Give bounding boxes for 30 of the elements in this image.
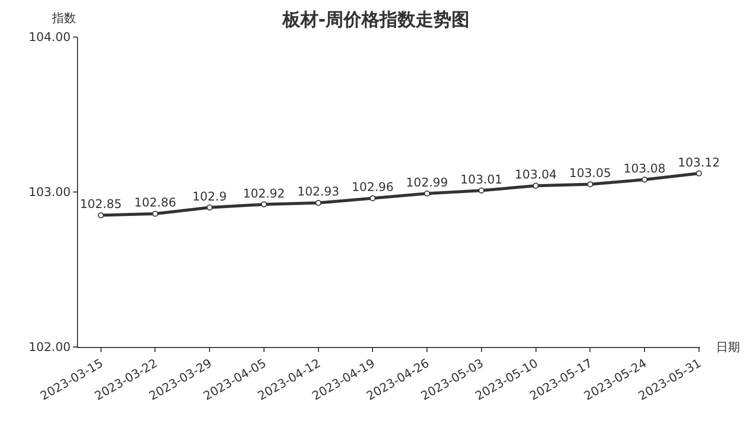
point bbox=[587, 181, 594, 188]
data-label: 102.92 bbox=[242, 186, 285, 200]
point bbox=[478, 187, 484, 194]
y-axis-title: 指数 bbox=[51, 11, 76, 25]
y-tick-label: 103.00 bbox=[28, 185, 71, 200]
point bbox=[642, 176, 648, 183]
data-label: 103.08 bbox=[624, 161, 666, 176]
y-tick-label: 102.00 bbox=[28, 340, 71, 354]
data-label: 102.85 bbox=[80, 197, 122, 212]
x-axis-title: 日期 bbox=[716, 340, 740, 354]
point bbox=[370, 195, 376, 202]
data-label: 103.01 bbox=[460, 172, 502, 186]
data-label: 102.9 bbox=[192, 189, 227, 204]
chart-title: 板材-周价格指数走势图 bbox=[281, 9, 470, 30]
point bbox=[424, 190, 430, 197]
point bbox=[315, 200, 322, 206]
data-label: 103.04 bbox=[514, 168, 557, 182]
point bbox=[532, 182, 539, 189]
point bbox=[206, 204, 213, 210]
y-tick-label: 104.00 bbox=[28, 30, 71, 44]
data-label: 102.99 bbox=[406, 175, 448, 190]
point bbox=[98, 212, 104, 218]
data-label: 103.12 bbox=[678, 155, 720, 170]
point bbox=[696, 170, 702, 176]
data-label: 102.86 bbox=[134, 196, 176, 210]
point bbox=[260, 201, 267, 208]
data-label: 103.05 bbox=[569, 166, 612, 180]
point bbox=[152, 210, 158, 217]
data-label: 102.93 bbox=[297, 184, 340, 199]
data-label: 102.96 bbox=[352, 180, 394, 194]
